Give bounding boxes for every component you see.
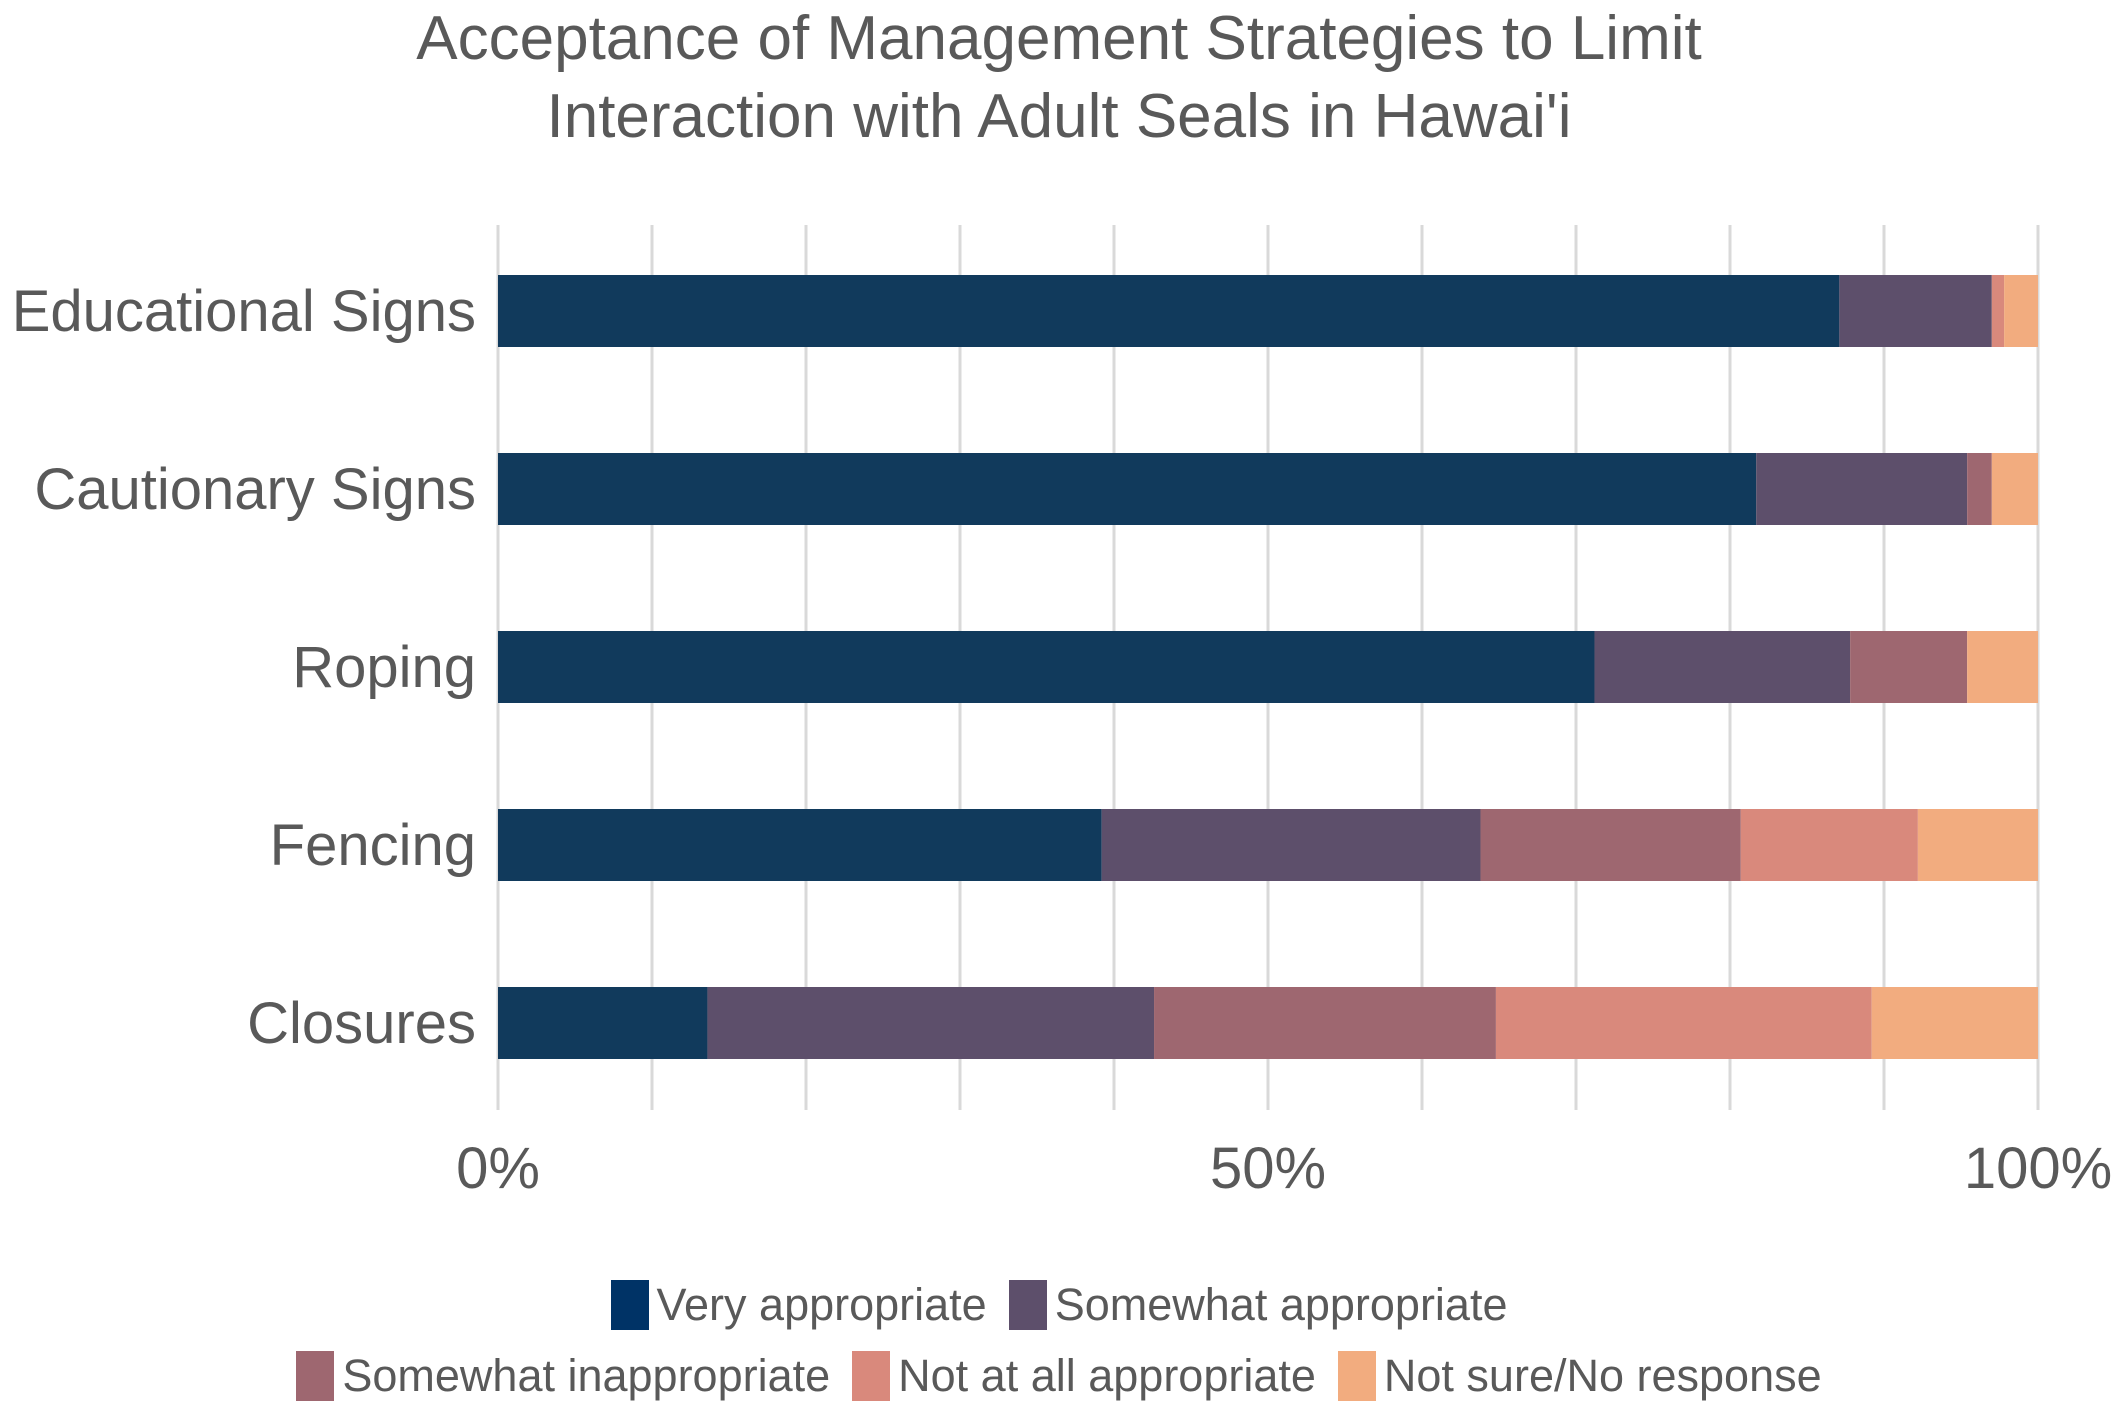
bar-fencing-series-3 — [1740, 809, 1918, 881]
legend-item: Very appropriate — [610, 1275, 987, 1335]
category-label-educational-signs: Educational Signs — [12, 279, 476, 344]
bar-fencing-series-1 — [1101, 809, 1481, 881]
legend-label: Not at all appropriate — [898, 1350, 1316, 1401]
legend-label: Somewhat appropriate — [1054, 1279, 1508, 1330]
bar-closures-series-4 — [1871, 987, 2038, 1059]
bar-roping-series-4 — [1967, 631, 2038, 703]
category-label-closures: Closures — [247, 991, 476, 1056]
bar-cautionary-signs-series-2 — [1967, 453, 1992, 525]
legend-label: Somewhat inappropriate — [342, 1350, 831, 1401]
legend-row-2: Somewhat inappropriate Not at all appropr… — [0, 1346, 2118, 1406]
category-label-roping: Roping — [292, 635, 476, 700]
bar-educational-signs-series-4 — [2004, 275, 2038, 347]
bar-fencing-series-0 — [498, 809, 1102, 881]
legend-row-1: Very appropriate Somewhat appropriate — [0, 1275, 2118, 1335]
chart-title-line-1: Acceptance of Management Strategies to L… — [416, 4, 1702, 73]
bar-cautionary-signs-series-4 — [1991, 453, 2038, 525]
stacked-bar-chart: Educational Signs Cautionary Signs Roping F… — [12, 225, 2112, 1201]
bar-educational-signs-series-3 — [1991, 275, 2005, 347]
x-tick-label-100: 100% — [1964, 1136, 2112, 1201]
legend-item: Not sure/No response — [1337, 1346, 1822, 1406]
legend-swatch — [852, 1351, 891, 1401]
bar-closures-series-1 — [707, 987, 1155, 1059]
bar-cautionary-signs-series-0 — [498, 453, 1757, 525]
legend-swatch — [1337, 1351, 1376, 1401]
legend-swatch — [610, 1280, 649, 1330]
bar-closures-series-2 — [1154, 987, 1496, 1059]
bar-closures-series-3 — [1495, 987, 1872, 1059]
bar-roping-series-1 — [1594, 631, 1851, 703]
bar-fencing-series-2 — [1480, 809, 1741, 881]
legend-item: Somewhat appropriate — [1008, 1275, 1508, 1335]
bar-roping-series-2 — [1850, 631, 1968, 703]
category-label-fencing: Fencing — [270, 813, 476, 878]
bar-educational-signs-series-0 — [498, 275, 1840, 347]
category-label-cautionary-signs: Cautionary Signs — [34, 457, 476, 522]
chart-title: Acceptance of Management Strategies to L… — [0, 0, 2118, 156]
x-tick-label-0: 0% — [456, 1136, 540, 1201]
bar-educational-signs-series-1 — [1839, 275, 1992, 347]
legend-item: Not at all appropriate — [852, 1346, 1316, 1406]
x-tick-label-50: 50% — [1210, 1136, 1326, 1201]
chart-title-line-2: Interaction with Adult Seals in Hawai'i — [546, 82, 1572, 151]
bar-roping-series-0 — [498, 631, 1595, 703]
bar-closures-series-0 — [498, 987, 708, 1059]
legend-swatch — [296, 1351, 335, 1401]
legend-swatch — [1008, 1280, 1047, 1330]
bar-fencing-series-4 — [1917, 809, 2038, 881]
legend-label: Very appropriate — [656, 1279, 987, 1330]
bar-cautionary-signs-series-1 — [1756, 453, 1968, 525]
legend-item: Somewhat inappropriate — [296, 1346, 830, 1406]
legend-label: Not sure/No response — [1383, 1350, 1822, 1401]
